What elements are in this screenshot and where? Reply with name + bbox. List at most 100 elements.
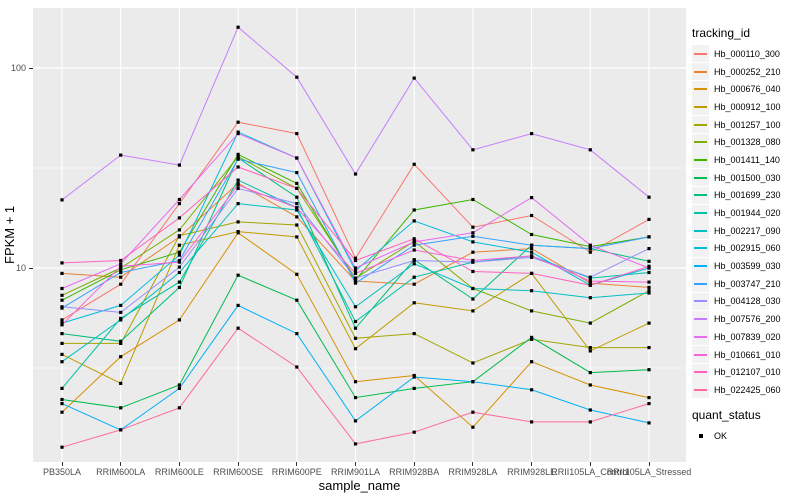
x-axis-title: sample_name	[318, 478, 401, 493]
data-point-marker	[353, 442, 358, 446]
data-point-marker	[412, 386, 416, 390]
data-point-marker	[353, 276, 358, 280]
legend-item-quant-OK: OK	[692, 427, 798, 445]
data-point-marker	[471, 148, 475, 152]
data-point-marker	[588, 281, 592, 285]
legend-label: Hb_012107_010	[714, 367, 781, 378]
legend-label: OK	[714, 430, 728, 441]
data-point-marker	[119, 264, 123, 268]
data-point-marker	[295, 195, 299, 199]
data-point-marker	[177, 250, 181, 254]
legend-line-swatch	[694, 318, 707, 321]
data-point-marker	[471, 234, 475, 238]
x-tick-mark	[178, 462, 180, 466]
y-tick-mark	[29, 267, 33, 269]
legend-label: Hb_001699_230	[714, 190, 781, 201]
data-point-marker	[353, 347, 358, 351]
legend-label: Hb_003599_030	[714, 261, 781, 272]
data-point-marker	[295, 223, 299, 227]
data-point-marker	[60, 298, 64, 302]
legend-panel: tracking_id Hb_000110_300 Hb_000252_210 Hb…	[692, 26, 798, 445]
data-point-marker	[236, 165, 240, 169]
x-tick-mark	[648, 462, 650, 466]
data-point-marker	[647, 280, 651, 284]
data-point-marker	[295, 132, 299, 136]
data-point-marker	[412, 258, 416, 263]
data-point-marker	[647, 264, 651, 268]
data-point-marker	[471, 260, 475, 264]
data-point-marker	[412, 375, 416, 379]
legend-key	[692, 80, 709, 98]
data-point-marker	[177, 386, 181, 390]
data-point-marker	[647, 266, 651, 270]
data-point-marker	[647, 421, 651, 425]
legend-item-Hb_000676_040: Hb_000676_040	[692, 80, 798, 98]
y-tick-mark	[29, 67, 33, 69]
data-point-marker	[530, 254, 534, 258]
legend-item-Hb_000912_100: Hb_000912_100	[692, 98, 798, 116]
data-point-marker	[471, 240, 475, 244]
data-point-marker	[236, 202, 240, 206]
legend-key	[692, 292, 709, 310]
data-point-marker	[588, 420, 592, 424]
y-tick-label: 100	[10, 62, 26, 73]
data-point-marker	[588, 383, 592, 387]
data-point-marker	[471, 269, 475, 274]
data-point-marker	[353, 266, 358, 270]
data-point-marker	[353, 319, 358, 324]
data-point-marker	[236, 25, 240, 29]
x-tick-label: RRIM600LA	[96, 467, 146, 477]
data-point-marker	[177, 383, 181, 387]
data-point-marker	[119, 275, 123, 279]
data-point-marker	[647, 217, 651, 221]
data-point-marker	[588, 279, 592, 283]
data-point-marker	[236, 186, 240, 190]
data-point-marker	[236, 326, 240, 330]
data-point-marker	[471, 250, 475, 254]
data-point-marker	[177, 265, 181, 269]
x-tick-label: RRIM901LA	[330, 467, 381, 477]
data-point-marker	[60, 271, 64, 275]
legend-item-Hb_001328_080: Hb_001328_080	[692, 133, 798, 151]
data-point-marker	[412, 275, 416, 279]
data-point-marker	[530, 289, 534, 293]
legend-item-Hb_000252_210: Hb_000252_210	[692, 63, 798, 81]
x-tick-mark	[472, 462, 474, 466]
legend-item-Hb_004128_030: Hb_004128_030	[692, 292, 798, 311]
data-point-marker	[647, 285, 651, 289]
x-tick-mark	[413, 462, 415, 466]
data-point-marker	[236, 273, 240, 277]
legend-key	[692, 363, 709, 381]
legend-line-swatch	[694, 70, 707, 73]
legend-line-swatch	[694, 194, 707, 197]
x-tick-label: RRIM600PE	[271, 467, 322, 477]
legend-item-Hb_001944_020: Hb_001944_020	[692, 204, 798, 222]
data-point-marker	[295, 235, 299, 239]
data-point-marker	[647, 195, 651, 199]
data-point-marker	[295, 156, 299, 160]
data-point-marker	[530, 132, 534, 136]
data-point-marker	[530, 360, 534, 364]
legend-title-tracking-id: tracking_id	[692, 26, 751, 40]
legend-item-Hb_001411_140: Hb_001411_140	[692, 151, 798, 169]
legend-item-Hb_007839_020: Hb_007839_020	[692, 328, 798, 346]
legend-label: Hb_001500_030	[714, 172, 781, 183]
data-point-marker	[412, 243, 416, 247]
data-point-marker	[530, 213, 534, 218]
legend-item-Hb_003599_030: Hb_003599_030	[692, 257, 798, 275]
data-point-marker	[236, 132, 240, 136]
data-point-marker	[647, 396, 651, 400]
data-point-marker	[295, 272, 299, 276]
data-point-marker	[471, 225, 475, 229]
legend-key	[692, 427, 709, 445]
data-point-marker	[588, 346, 592, 350]
data-point-marker	[295, 208, 299, 212]
data-point-marker	[647, 259, 651, 263]
data-point-marker	[647, 291, 651, 295]
legend-line-swatch	[694, 229, 707, 232]
data-point-marker	[60, 445, 64, 449]
data-point-marker	[295, 202, 299, 206]
data-point-marker	[177, 253, 181, 257]
data-point-marker	[647, 235, 651, 239]
